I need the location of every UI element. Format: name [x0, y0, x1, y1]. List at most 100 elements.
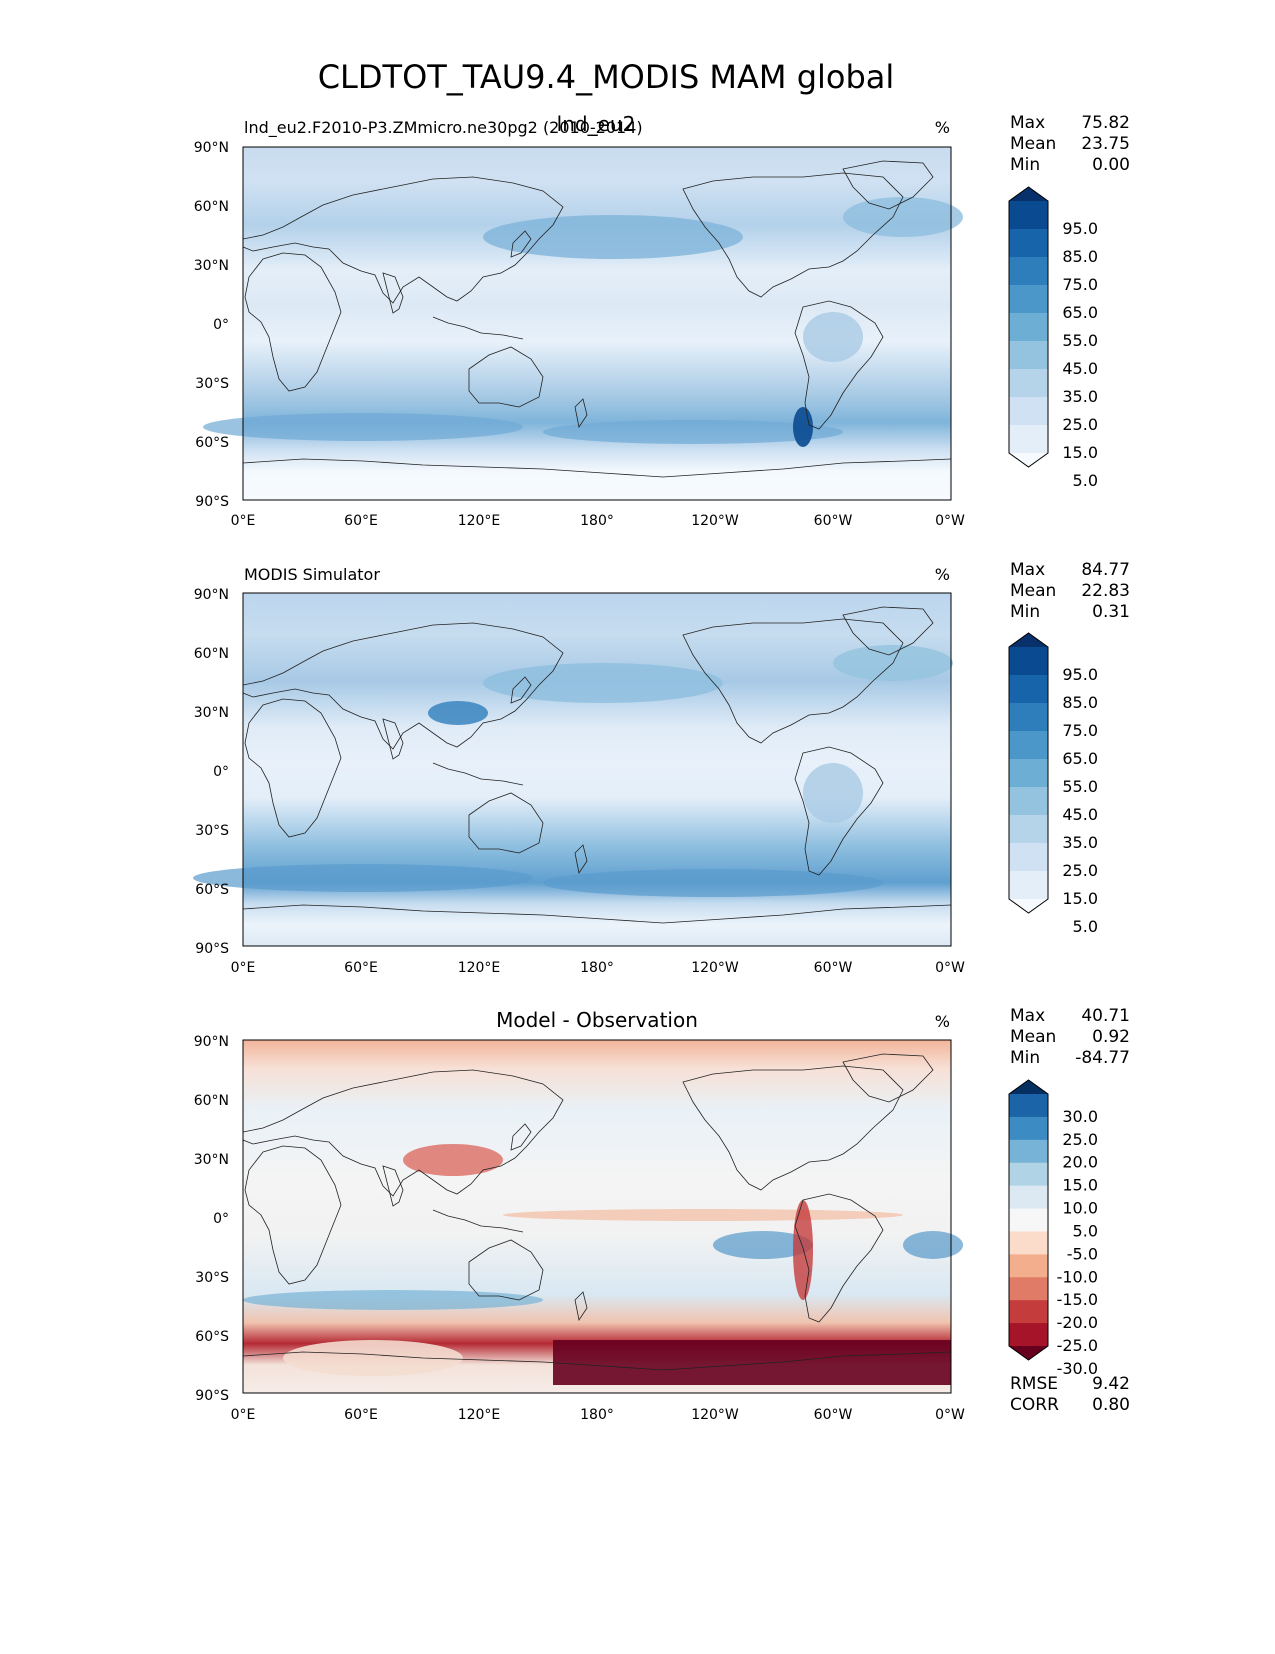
- panel-1-center-title: lnd_eu2: [557, 112, 636, 136]
- lat-tick-label: 60°N: [194, 1093, 229, 1109]
- colorbar-segment: [1009, 425, 1048, 454]
- lat-tick-label: 30°S: [195, 376, 229, 392]
- colorbar-segment: [1009, 759, 1048, 788]
- stat-label: Mean: [1010, 134, 1056, 154]
- lat-tick-label: 0°: [213, 764, 229, 780]
- panel-2-colorbar: 95.0 85.0 75.0 65.0 55.0 45.0 35.0 25.0 15.0 5.0: [1008, 632, 1098, 936]
- panel-3-colorbar: 30.0 25.0 20.0 15.0 10.0 5.0 -5.0 -10.0 -15.0 -20…: [1008, 1079, 1098, 1378]
- colorbar-label: 25.0: [1062, 861, 1098, 880]
- lon-tick-label: 120°W: [691, 960, 739, 976]
- colorbar-segment: [1009, 1208, 1048, 1232]
- lat-tick-label: 60°N: [194, 199, 229, 215]
- colorbar-top-extend: [1009, 1080, 1048, 1094]
- colorbar-label: -20.0: [1057, 1313, 1098, 1332]
- colorbar-label: 35.0: [1062, 833, 1098, 852]
- colorbar-label: 85.0: [1062, 693, 1098, 712]
- colorbar-label: 85.0: [1062, 247, 1098, 266]
- panel-1-left-title: lnd_eu2.F2010-P3.ZMmicro.ne30pg2 (2010-2…: [244, 118, 643, 138]
- colorbar-label: 35.0: [1062, 387, 1098, 406]
- colorbar-bottom-extend: [1009, 899, 1048, 913]
- colorbar-segment: [1009, 229, 1048, 258]
- colorbar-label: 15.0: [1062, 443, 1098, 462]
- colorbar-label: 25.0: [1062, 1130, 1098, 1149]
- stat-value: -84.77: [1075, 1048, 1130, 1068]
- colorbar-label: 55.0: [1062, 777, 1098, 796]
- colorbar-label: 95.0: [1062, 665, 1098, 684]
- lon-tick-label: 180°: [580, 1407, 614, 1423]
- colorbar-segment: [1009, 1254, 1048, 1278]
- panel-3-center-title: Model - Observation: [496, 1008, 698, 1032]
- panel-3: Model - Observation % 90°N 60°N 30°N 0° …: [194, 1006, 1130, 1423]
- lon-tick-label: 0°W: [935, 1407, 965, 1423]
- colorbar-segment: [1009, 703, 1048, 732]
- colorbar-segment: [1009, 313, 1048, 342]
- colorbar-bottom-extend: [1009, 1346, 1048, 1360]
- lat-tick-label: 30°S: [195, 1270, 229, 1286]
- colorbar-segment: [1009, 397, 1048, 426]
- lat-tick-label: 90°N: [194, 587, 229, 603]
- stat-label: Max: [1010, 1006, 1045, 1026]
- lat-tick-label: 60°S: [195, 882, 229, 898]
- panel-1-stats: Max 75.82 Mean 23.75 Min 0.00: [1010, 113, 1130, 175]
- lon-tick-label: 0°W: [935, 960, 965, 976]
- stat-value: 84.77: [1081, 560, 1130, 580]
- lat-tick-label: 60°S: [195, 1329, 229, 1345]
- colorbar-segment: [1009, 1323, 1048, 1347]
- colorbar-label: 10.0: [1062, 1199, 1098, 1218]
- colorbar-segment: [1009, 731, 1048, 760]
- stat-label: Max: [1010, 113, 1045, 133]
- colorbar-segment: [1009, 815, 1048, 844]
- colorbar-segment: [1009, 675, 1048, 704]
- lon-tick-label: 120°W: [691, 1407, 739, 1423]
- lon-tick-label: 180°: [580, 513, 614, 529]
- stat-value: 0.00: [1092, 155, 1130, 175]
- colorbar-segment: [1009, 369, 1048, 398]
- stat-value: 23.75: [1081, 134, 1130, 154]
- colorbar-label: 55.0: [1062, 331, 1098, 350]
- colorbar-outline: [1008, 186, 1049, 468]
- lon-tick-label: 120°E: [458, 960, 501, 976]
- colorbar-label: 65.0: [1062, 749, 1098, 768]
- colorbar-outline: [1008, 632, 1049, 914]
- colorbar-segment: [1009, 1231, 1048, 1255]
- panel-2-left-title: MODIS Simulator: [244, 565, 380, 584]
- panel-1-units: %: [935, 118, 950, 137]
- lon-tick-label: 60°E: [344, 513, 378, 529]
- lat-tick-label: 30°N: [194, 1152, 229, 1168]
- panel-3-map: [242, 1039, 963, 1394]
- lon-tick-label: 60°E: [344, 960, 378, 976]
- lat-tick-label: 90°S: [195, 494, 229, 510]
- colorbar-label: 15.0: [1062, 1176, 1098, 1195]
- colorbar-segment: [1009, 1094, 1048, 1118]
- colorbar-label: 45.0: [1062, 805, 1098, 824]
- lon-tick-label: 60°W: [814, 513, 853, 529]
- colorbar-segment: [1009, 201, 1048, 230]
- metric-value: 0.80: [1092, 1395, 1130, 1415]
- colorbar-segment: [1009, 257, 1048, 286]
- panel-1-colorbar: 95.0 85.0 75.0 65.0 55.0 45.0 35.0 25.0 15.0 5.0: [1008, 186, 1098, 490]
- panel-1: lnd_eu2.F2010-P3.ZMmicro.ne30pg2 (2010-2…: [194, 112, 1130, 529]
- lon-tick-label: 120°W: [691, 513, 739, 529]
- stat-label: Max: [1010, 560, 1045, 580]
- panel-2: MODIS Simulator % 90°N 60°N 30°N 0° 30°S…: [193, 560, 1130, 976]
- stat-label: Min: [1010, 155, 1040, 175]
- colorbar-label: -25.0: [1057, 1336, 1098, 1355]
- colorbar-segment: [1009, 843, 1048, 872]
- metric-label: RMSE: [1010, 1374, 1058, 1394]
- lon-tick-label: 0°E: [231, 1407, 256, 1423]
- lon-tick-label: 180°: [580, 960, 614, 976]
- colorbar-segment: [1009, 1116, 1048, 1141]
- lat-tick-label: 0°: [213, 317, 229, 333]
- panel-3-lon-axis: 0°E 60°E 120°E 180° 120°W 60°W 0°W: [231, 1407, 965, 1423]
- metric-value: 9.42: [1092, 1374, 1130, 1394]
- colorbar-bottom-extend: [1009, 453, 1048, 467]
- lat-tick-label: 30°S: [195, 823, 229, 839]
- colorbar-segment: [1009, 341, 1048, 370]
- panel-2-lat-axis: 90°N 60°N 30°N 0° 30°S 60°S 90°S: [194, 587, 229, 957]
- panel-3-metrics: RMSE 9.42 CORR 0.80: [1010, 1374, 1130, 1415]
- colorbar-segment: [1009, 1185, 1048, 1210]
- lat-tick-label: 30°N: [194, 705, 229, 721]
- lon-tick-label: 0°E: [231, 960, 256, 976]
- lat-tick-label: 90°S: [195, 1388, 229, 1404]
- colorbar-segment: [1009, 1277, 1048, 1301]
